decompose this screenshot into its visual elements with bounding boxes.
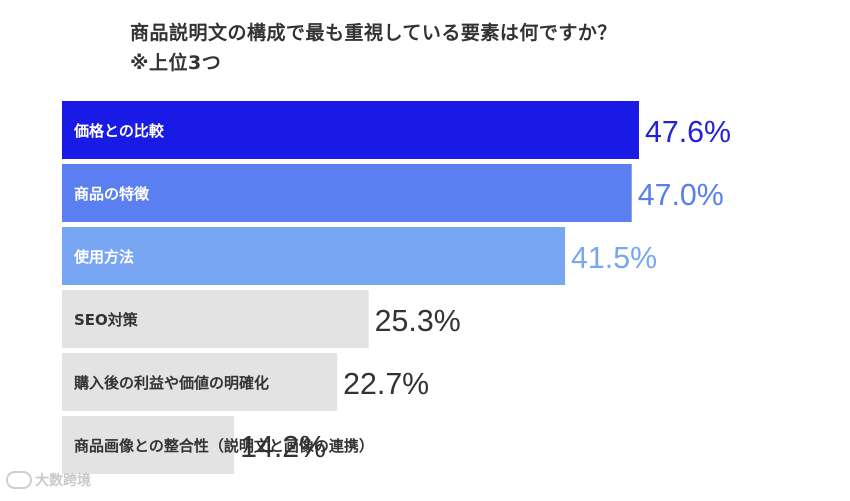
category-label-5: 購入後の利益や価値の明確化	[73, 374, 269, 392]
category-label-6: 商品画像との整合性（説明文と画像の連携）	[74, 437, 374, 455]
bar-row-2: 商品の特徴 47.0%	[62, 164, 724, 222]
value-label-4: 25.3%	[375, 303, 461, 338]
watermark: 大数跨境	[6, 470, 91, 490]
value-label-2: 47.0%	[638, 177, 724, 212]
watermark-text: 大数跨境	[35, 473, 91, 489]
chart-title-block: 商品説明文の構成で最も重視している要素は何ですか？ ※上位3つ	[130, 18, 617, 78]
bar-row-6: 商品画像との整合性（説明文と画像の連携）14.2%	[62, 416, 374, 474]
bar-1	[62, 101, 639, 159]
watermark-logo-icon	[6, 471, 32, 489]
bar-3	[62, 227, 566, 285]
value-label-6: 14.2%	[240, 429, 326, 464]
bar-row-4: SEO対策 25.3%	[62, 290, 461, 348]
bar-2	[62, 164, 632, 222]
category-label-4: SEO対策	[74, 311, 139, 329]
bar-row-5: 購入後の利益や価値の明確化 22.7%	[62, 353, 429, 411]
bar-row-3: 使用方法 41.5%	[62, 227, 657, 285]
value-label-1: 47.6%	[645, 114, 731, 149]
bar-5	[62, 353, 338, 411]
bar-6	[62, 416, 235, 474]
chart-title: 商品説明文の構成で最も重視している要素は何ですか？	[130, 22, 617, 44]
bar-4	[62, 290, 369, 348]
category-label-1: 価格との比較	[73, 122, 165, 140]
bar-row-1: 価格との比較 47.6%	[62, 101, 731, 159]
value-label-5: 22.7%	[343, 366, 429, 401]
category-label-2: 商品の特徴	[74, 185, 150, 203]
chart-subtitle: ※上位3つ	[130, 52, 222, 74]
value-label-3: 41.5%	[571, 240, 657, 275]
category-label-3: 使用方法	[73, 248, 134, 266]
